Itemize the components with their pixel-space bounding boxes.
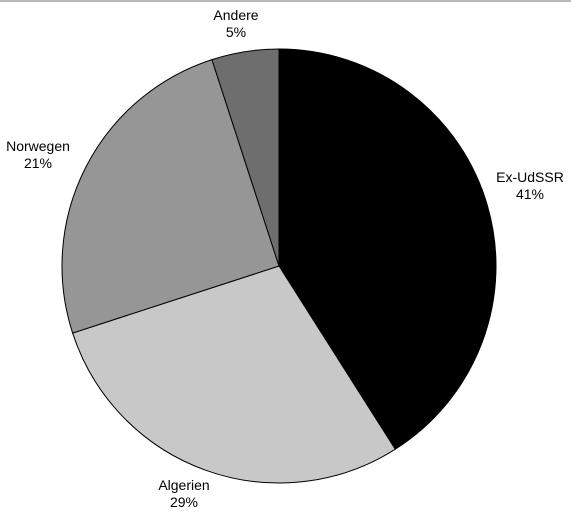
slice-label-andere: Andere bbox=[213, 7, 258, 23]
slice-value-norwegen: 21% bbox=[24, 155, 52, 171]
slice-value-algerien: 29% bbox=[170, 494, 198, 510]
slice-label-norwegen: Norwegen bbox=[6, 138, 70, 154]
pie-slice-algerien bbox=[71, 265, 396, 484]
slice-value-andere: 5% bbox=[226, 24, 246, 40]
slice-value-ex-udssr: 41% bbox=[516, 186, 544, 202]
pie-slice-norwegen bbox=[61, 58, 280, 334]
pie-slice-andere bbox=[211, 48, 280, 267]
pie-slice-ex-udssr bbox=[278, 48, 497, 450]
top-divider bbox=[0, 0, 571, 2]
slices-layer bbox=[61, 48, 497, 484]
slice-label-algerien: Algerien bbox=[158, 477, 209, 493]
slice-label-ex-udssr: Ex-UdSSR bbox=[496, 169, 564, 185]
